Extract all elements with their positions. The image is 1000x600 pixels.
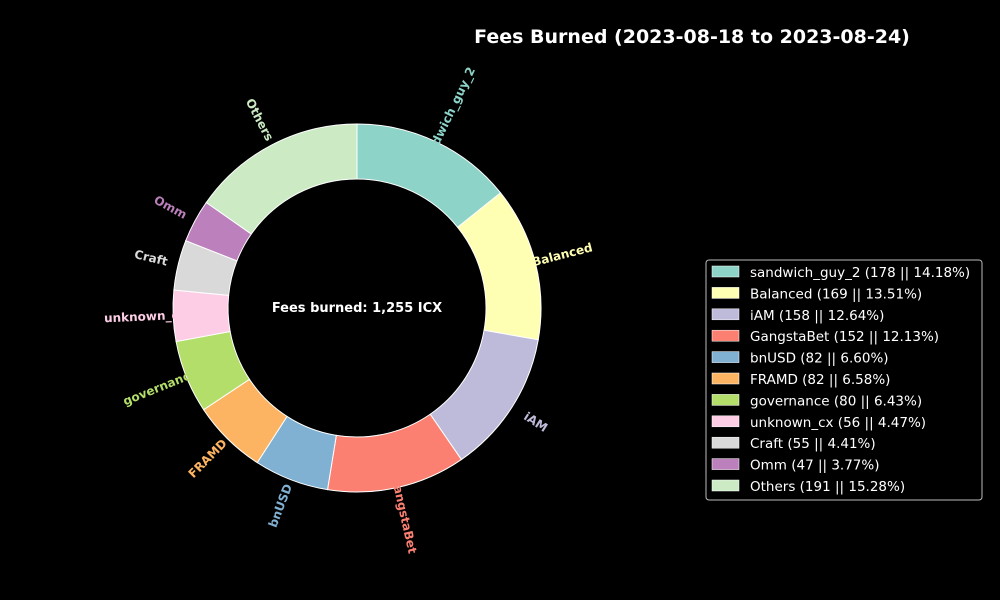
legend-swatch <box>711 372 740 385</box>
legend-swatch <box>711 287 740 299</box>
legend-entry: Omm (47 || 3.77%) <box>750 458 880 474</box>
legend-swatch <box>711 329 740 342</box>
legend-entry: Others (191 || 15.28%) <box>750 479 905 495</box>
slice-label-craft: Craft <box>133 247 169 269</box>
slice-label-others: Others <box>243 96 277 143</box>
legend-swatch <box>711 265 740 278</box>
slice-label-omm: Omm <box>152 193 190 222</box>
legend-swatch <box>711 308 740 321</box>
slice-label-governance: governance <box>121 366 200 409</box>
slice-others <box>205 123 358 235</box>
chart-legend: sandwich_guy_2 (178 || 14.18%) Balanced (… <box>705 259 983 501</box>
legend-entry: Craft (55 || 4.41%) <box>750 436 876 452</box>
center-total-label: Fees burned: 1,255 ICX <box>272 301 442 316</box>
legend-entry: governance (80 || 6.43%) <box>750 393 922 409</box>
slice-label-balanced: Balanced <box>531 240 594 269</box>
legend-swatch <box>711 479 740 492</box>
chart-title: Fees Burned (2023-08-18 to 2023-08-24) <box>474 26 910 48</box>
legend-entry: FRAMD (82 || 6.58%) <box>750 372 890 388</box>
legend-swatch <box>711 458 740 470</box>
legend-swatch <box>711 351 740 363</box>
legend-entry: sandwich_guy_2 (178 || 14.18%) <box>750 265 970 281</box>
legend-entry: bnUSD (82 || 6.60%) <box>750 351 889 367</box>
slice-label-unknown-cx: unknown_cx <box>104 308 187 327</box>
legend-swatch <box>711 436 740 449</box>
legend-swatch <box>711 415 740 428</box>
legend-entry: unknown_cx (56 || 4.47%) <box>750 415 926 431</box>
slice-label-bnusd: bnUSD <box>266 482 295 530</box>
slice-label-iam: iAM <box>521 409 550 434</box>
legend-swatch <box>711 394 740 406</box>
legend-entry: iAM (158 || 12.64%) <box>750 308 884 324</box>
donut-slices <box>172 123 542 493</box>
slice-label-framd: FRAMD <box>186 436 230 480</box>
legend-frame <box>705 259 983 501</box>
slice-label-gangstabet: GangstaBet <box>388 475 419 555</box>
legend-entry: Balanced (169 || 13.51%) <box>750 286 922 302</box>
legend-entry: GangstaBet (152 || 12.13%) <box>750 329 939 345</box>
